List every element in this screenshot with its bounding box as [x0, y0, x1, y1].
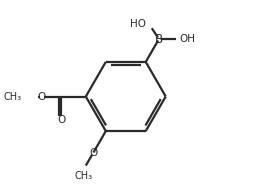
Text: HO: HO [130, 19, 147, 29]
Text: B: B [155, 33, 163, 46]
Text: O: O [38, 91, 46, 102]
Text: O: O [57, 115, 65, 125]
Text: CH₃: CH₃ [75, 171, 93, 181]
Text: CH₃: CH₃ [4, 91, 22, 102]
Text: O: O [89, 148, 97, 158]
Text: OH: OH [179, 34, 195, 44]
